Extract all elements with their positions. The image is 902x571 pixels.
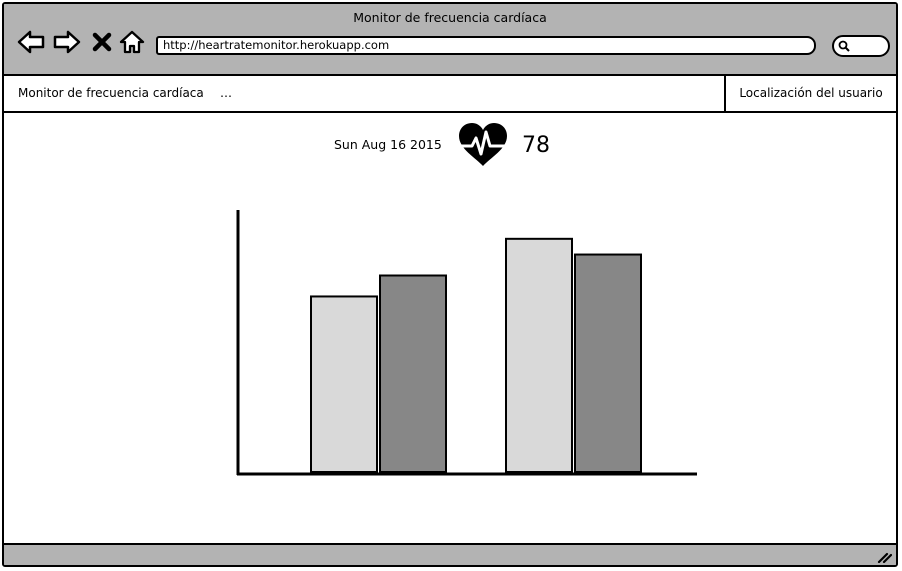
search-box[interactable] — [832, 35, 890, 57]
bar-group1-series1 — [310, 295, 378, 473]
menu-item-user-location[interactable]: Localización del usuario — [724, 76, 896, 111]
bar-group2-series1 — [505, 237, 573, 473]
browser-titlebar: Monitor de frecuencia cardíaca http://he… — [4, 4, 896, 76]
forward-button[interactable] — [52, 28, 82, 56]
close-icon — [92, 32, 112, 52]
status-bar — [4, 543, 896, 565]
address-bar[interactable]: http://heartratemonitor.herokuapp.com — [156, 36, 816, 55]
home-icon — [119, 30, 145, 54]
reading-date: Sun Aug 16 2015 — [334, 137, 442, 152]
search-icon — [838, 40, 850, 52]
menu-item-app-title[interactable]: Monitor de frecuencia cardíaca — [18, 86, 204, 100]
menu-bar: Monitor de frecuencia cardíaca … Localiz… — [4, 76, 896, 113]
heart-rate-value: 78 — [522, 133, 550, 158]
stop-button[interactable] — [90, 28, 114, 56]
forward-arrow-icon — [53, 30, 81, 54]
bar-group2-series2 — [574, 253, 642, 473]
menu-item-more[interactable]: … — [220, 86, 232, 100]
back-arrow-icon — [17, 30, 45, 54]
resize-grip-icon[interactable] — [876, 549, 892, 563]
bar-group1-series2 — [379, 274, 447, 473]
heart-pulse-icon — [458, 123, 508, 166]
window-title: Monitor de frecuencia cardíaca — [353, 10, 547, 25]
home-button[interactable] — [118, 28, 146, 56]
back-button[interactable] — [16, 28, 46, 56]
